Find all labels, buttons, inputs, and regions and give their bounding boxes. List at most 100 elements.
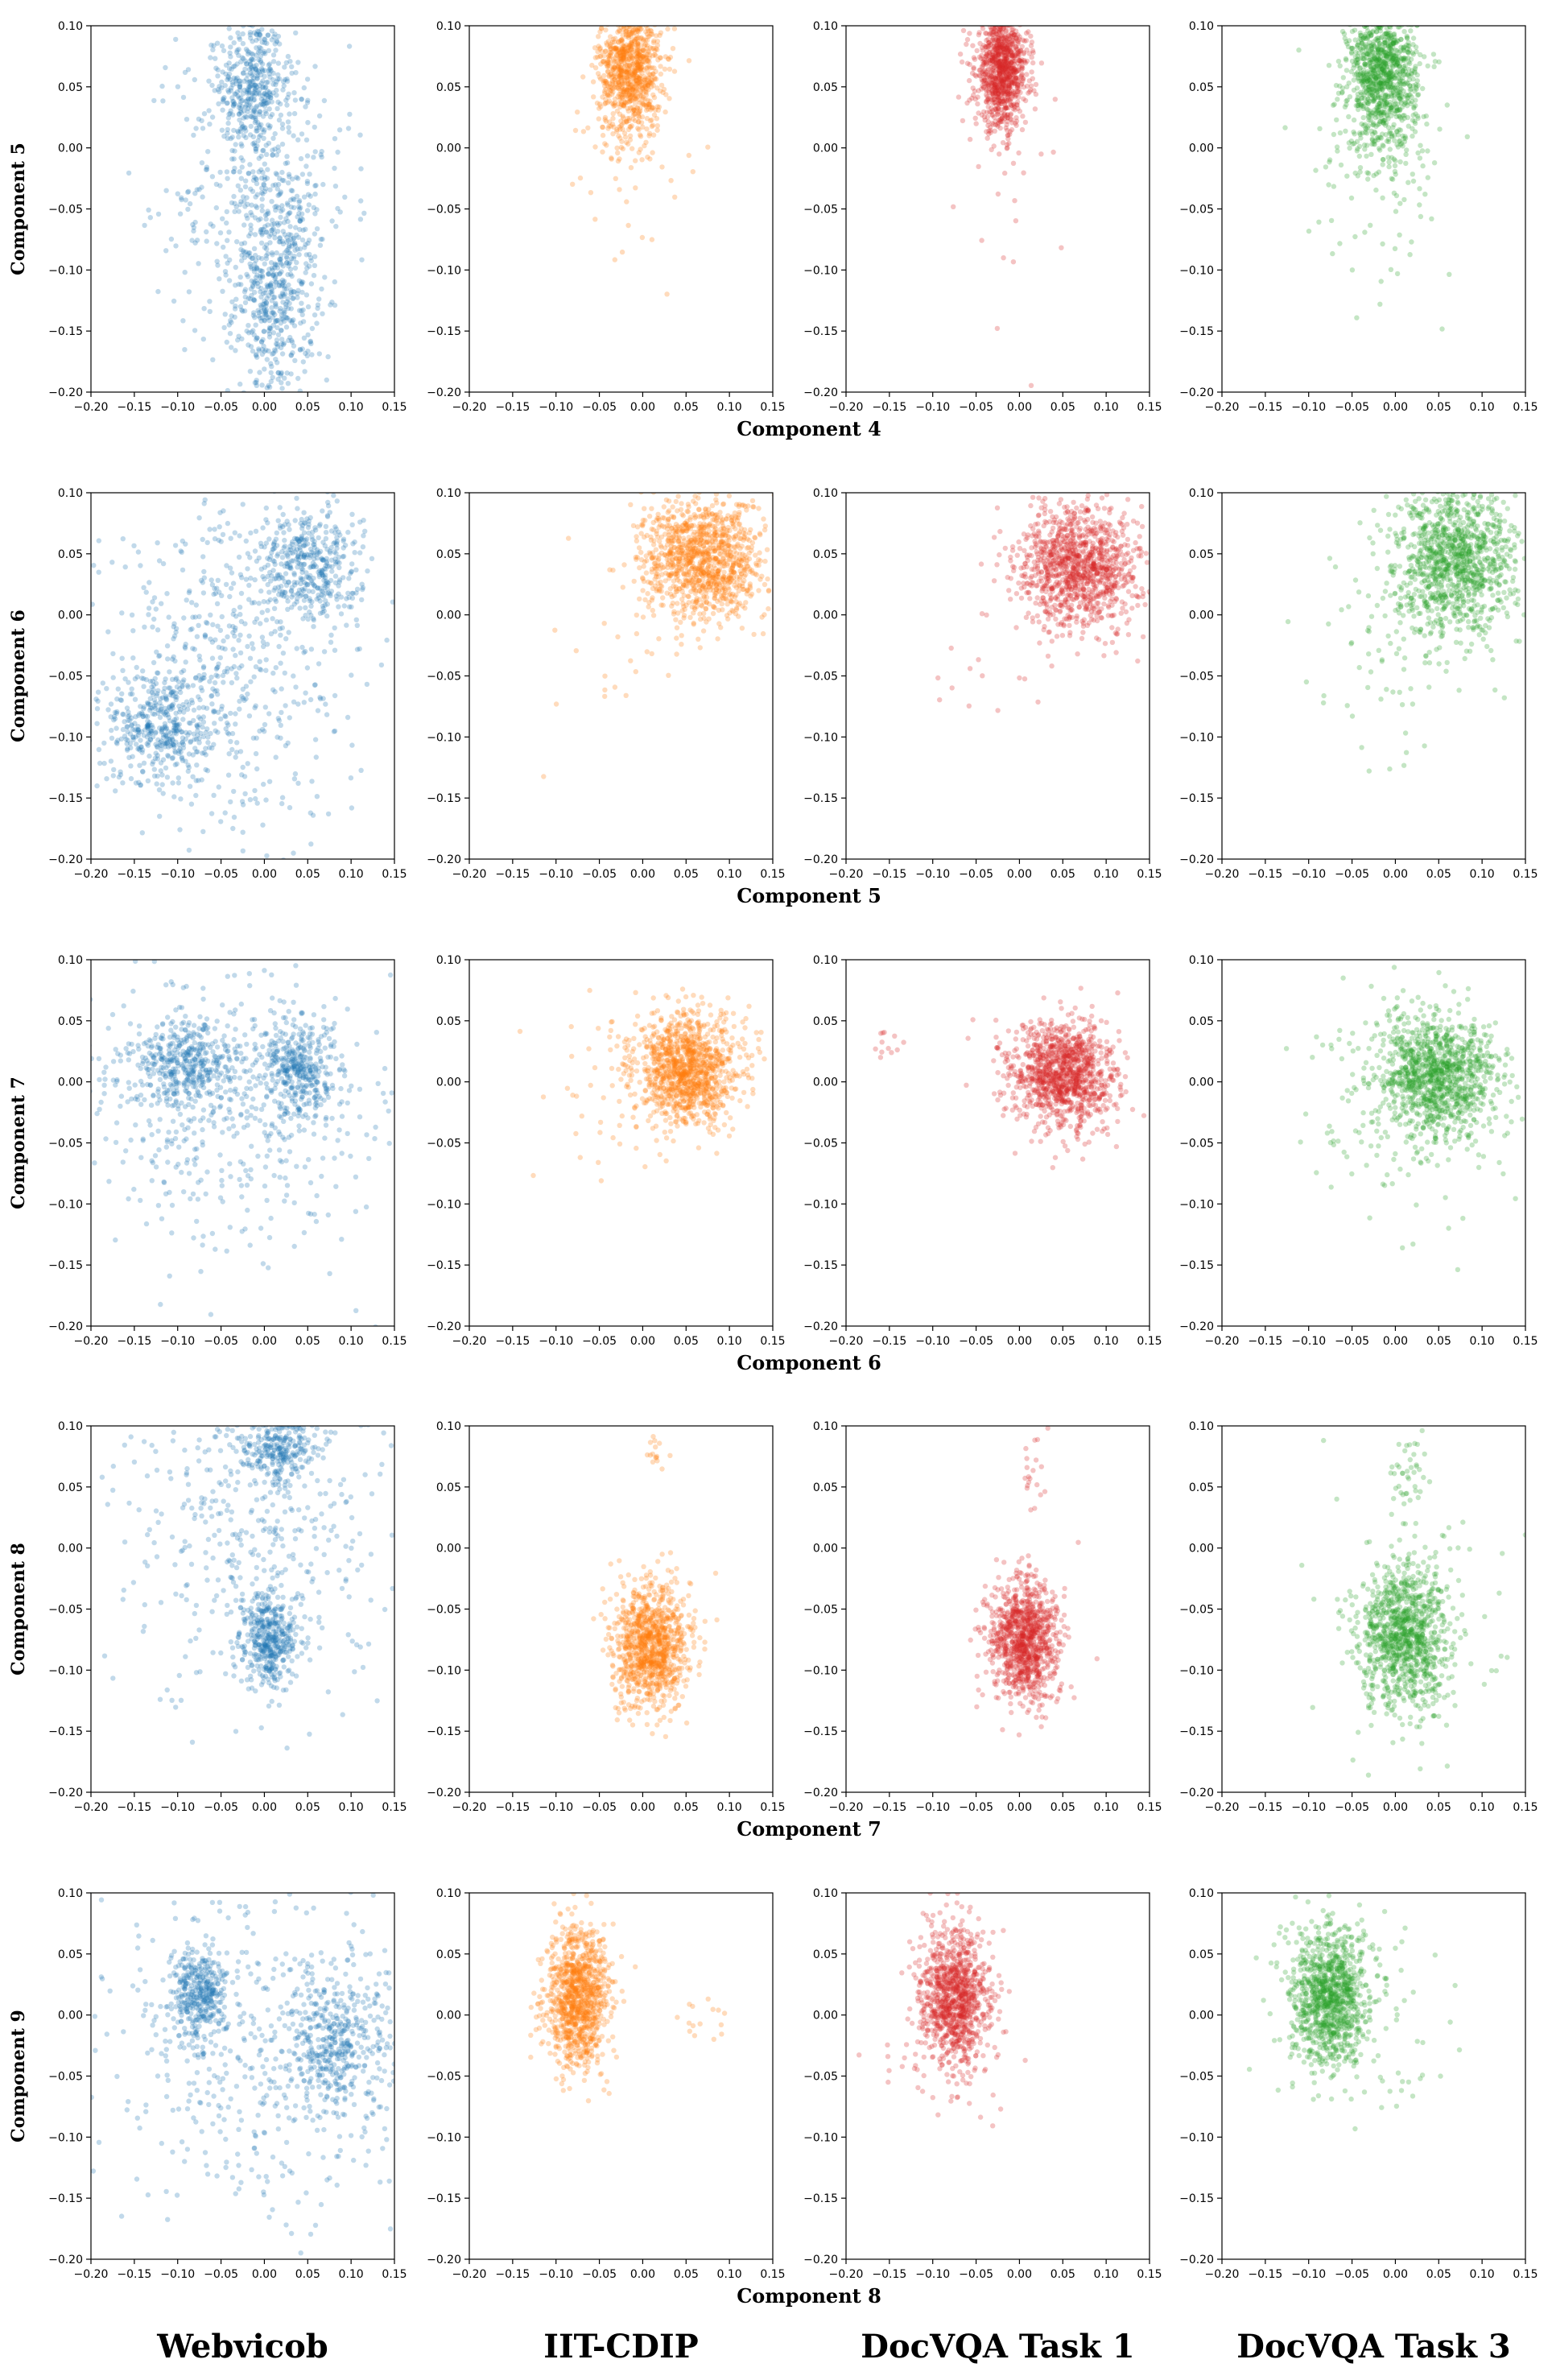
data-point — [237, 117, 242, 123]
data-point — [245, 80, 251, 85]
data-point — [254, 265, 260, 271]
y-tick-label: −0.05 — [803, 204, 838, 217]
data-point — [632, 72, 638, 78]
data-point — [606, 93, 613, 99]
data-point — [996, 38, 1001, 44]
data-point — [599, 48, 605, 55]
data-point — [650, 39, 657, 45]
data-point — [1378, 279, 1384, 284]
data-point — [250, 328, 256, 333]
data-point — [308, 258, 314, 264]
data-point — [217, 84, 222, 89]
data-point — [345, 529, 351, 535]
data-point — [605, 83, 610, 89]
data-point — [1313, 167, 1319, 173]
x-tick-label: −0.10 — [160, 401, 195, 414]
data-point — [357, 646, 362, 652]
data-point — [269, 227, 274, 233]
data-point — [294, 259, 299, 266]
data-point — [228, 88, 233, 93]
data-point — [619, 95, 625, 101]
data-point — [998, 75, 1005, 81]
data-point — [357, 132, 363, 138]
data-point — [256, 169, 262, 175]
data-point — [1346, 140, 1352, 146]
data-point — [300, 616, 306, 622]
data-point — [1413, 97, 1418, 103]
data-point — [1397, 232, 1402, 238]
data-point — [297, 388, 303, 392]
data-point — [659, 164, 665, 170]
data-point — [629, 15, 634, 20]
data-point — [997, 10, 1001, 14]
data-point — [1407, 252, 1413, 258]
data-point — [997, 33, 1003, 39]
data-point — [1013, 14, 1018, 19]
data-point — [608, 46, 614, 52]
data-point — [272, 130, 278, 137]
data-point — [646, 75, 652, 81]
data-point — [289, 70, 295, 76]
data-point — [634, 57, 641, 63]
data-point — [1008, 60, 1014, 65]
data-point — [1015, 99, 1021, 105]
data-point — [273, 304, 279, 310]
data-point — [307, 263, 312, 269]
data-point — [607, 56, 613, 62]
data-point — [266, 89, 272, 95]
data-point — [645, 75, 651, 81]
data-point — [621, 68, 626, 73]
data-point — [292, 240, 298, 246]
data-point — [287, 242, 292, 249]
data-point — [995, 111, 1001, 117]
data-point — [270, 81, 276, 87]
data-point — [989, 82, 995, 89]
data-point — [226, 322, 232, 328]
data-point — [1412, 66, 1418, 72]
data-point — [1439, 326, 1445, 332]
data-point — [273, 357, 279, 362]
x-axis-label: Component 4 — [737, 417, 881, 440]
data-point — [250, 141, 256, 147]
data-point — [249, 266, 254, 271]
data-point — [288, 371, 294, 377]
data-point — [219, 85, 225, 91]
data-point — [638, 65, 643, 72]
data-point — [241, 289, 248, 295]
data-point — [638, 35, 644, 41]
data-point — [1389, 176, 1394, 181]
data-point — [290, 196, 296, 201]
data-point — [263, 310, 269, 316]
data-point — [1009, 53, 1015, 59]
data-point — [628, 97, 634, 103]
data-point — [642, 82, 649, 88]
data-point — [640, 36, 646, 42]
data-point — [632, 15, 637, 20]
data-point — [262, 127, 267, 133]
data-point — [266, 331, 273, 337]
data-point — [1028, 83, 1034, 89]
data-point — [628, 124, 634, 130]
data-point — [638, 89, 644, 94]
data-point — [310, 589, 316, 594]
data-point — [369, 556, 375, 561]
data-point — [630, 84, 636, 90]
data-point — [342, 543, 349, 548]
data-point — [241, 70, 246, 76]
data-point — [1375, 122, 1381, 128]
data-point — [224, 101, 230, 106]
data-point — [305, 574, 312, 580]
data-point — [210, 47, 216, 52]
data-point — [340, 479, 345, 484]
data-point — [215, 73, 221, 79]
data-point — [1015, 16, 1020, 21]
data-point — [617, 6, 622, 10]
data-point — [992, 100, 997, 105]
data-point — [281, 79, 287, 85]
data-point — [257, 87, 262, 93]
data-point — [997, 55, 1002, 60]
data-point — [1387, 147, 1393, 152]
data-point — [1415, 82, 1421, 89]
data-point — [1368, 118, 1373, 123]
data-point — [266, 90, 272, 97]
